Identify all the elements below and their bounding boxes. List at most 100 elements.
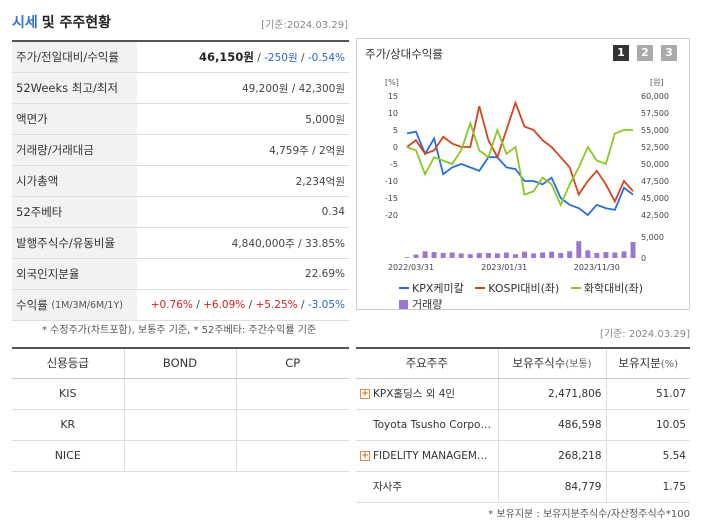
table-row: KIS xyxy=(12,378,349,410)
volume-bar xyxy=(422,251,428,258)
price-row: 외국인지분율 22.69% xyxy=(12,259,349,290)
row-value: 5,000원 xyxy=(305,113,345,126)
x-tick-label: 2023/11/30 xyxy=(574,263,620,272)
shareholder-name: Toyota Tsusho Corporation xyxy=(356,409,498,441)
volume-bar xyxy=(585,250,591,258)
credit-table: 신용등급 BOND CP KIS KR NICE xyxy=(12,347,349,472)
left-unit-label: [%] xyxy=(385,78,399,87)
row-label: 발행주식수/유동비율 xyxy=(12,228,137,258)
shares-value: 84,779 xyxy=(497,471,606,503)
x-tick-label: 2022/03/31 xyxy=(388,263,434,272)
shares-value: 2,471,806 xyxy=(497,378,606,410)
expand-icon[interactable]: + xyxy=(360,450,370,461)
price-note: * 수정주가(차트포함), 보통주 기준, * 52주베타: 주간수익률 기준 xyxy=(42,325,317,336)
legend-item: KOSPI대비(좌) xyxy=(475,280,559,296)
y-tick-label: 5 xyxy=(393,126,398,135)
series-line xyxy=(406,100,634,204)
y-tick-label: 15 xyxy=(388,92,398,101)
row-label: 액면가 xyxy=(12,104,137,134)
return-1y: -3.05% xyxy=(307,299,345,311)
row-value: +0.76% / +6.09% / +5.25% / -3.05% xyxy=(150,299,345,311)
row-value: 49,200원 / 42,300원 xyxy=(241,82,345,95)
legend-item: KPX케미칼 xyxy=(399,280,464,296)
shares-value: 486,598 xyxy=(497,409,606,441)
price-change: -250원 xyxy=(264,52,298,64)
shareholder-name: 자사주 xyxy=(356,471,498,503)
ratio-value: 51.07 xyxy=(605,378,690,410)
shareholder-name: + KPX홀딩스 외 4인 xyxy=(356,378,498,410)
price-row: 52Weeks 최고/최저 49,200원 / 42,300원 xyxy=(12,73,349,104)
volume-tick-label: 5,000 xyxy=(641,233,664,242)
shareholder-table: 주요주주 보유주식수(보통) 보유지분(%) + KPX홀딩스 외 4인 2,47… xyxy=(356,347,690,503)
y-tick-label: -20 xyxy=(385,211,398,220)
period-button-3[interactable]: 3 xyxy=(661,45,677,61)
row-label: 거래량/거래대금 xyxy=(12,135,137,165)
y2-tick-label: 55,000 xyxy=(641,126,669,135)
shares-header: 보유주식수(보통) xyxy=(497,348,606,379)
legend-item: 화학대비(좌) xyxy=(570,280,643,296)
table-row: 자사주 84,779 1.75 xyxy=(356,471,690,503)
y2-tick-label: 57,500 xyxy=(641,109,669,118)
y-tick-label: 0 xyxy=(393,143,398,152)
price-rate: -0.54% xyxy=(307,52,345,64)
title-main: 시세 xyxy=(12,15,38,31)
volume-bar xyxy=(630,242,636,258)
price-chart: [%] [원] 15 10 5 0 -5 -10 -15 -20 60,000 57,500 55,00… xyxy=(385,78,669,272)
period-button-1[interactable]: 1 xyxy=(613,45,629,61)
ratio-value: 1.75 xyxy=(605,471,690,503)
row-label: 외국인지분율 xyxy=(12,259,137,289)
volume-tick-label: 0 xyxy=(641,254,646,263)
credit-agency: NICE xyxy=(12,440,124,472)
row-value: 4,759주 / 2억원 xyxy=(269,144,345,157)
expand-icon[interactable]: + xyxy=(360,388,370,399)
volume-bar xyxy=(467,254,473,258)
volume-bar xyxy=(485,253,491,258)
volume-bar xyxy=(503,252,509,258)
period-button-2[interactable]: 2 xyxy=(637,45,653,61)
row-value: 4,840,000주 / 33.85% xyxy=(231,237,345,250)
credit-header: 신용등급 xyxy=(12,348,124,379)
price-row: 거래량/거래대금 4,759주 / 2억원 xyxy=(12,135,349,166)
return-1m: +0.76% xyxy=(150,299,193,311)
row-label: 52Weeks 최고/최저 xyxy=(12,73,137,103)
ratio-header: 보유지분(%) xyxy=(605,348,690,379)
credit-agency: KIS xyxy=(12,378,124,410)
price-row: 발행주식수/유동비율 4,840,000주 / 33.85% xyxy=(12,228,349,259)
section-title: 시세 및 주주현황 xyxy=(12,12,111,32)
row-value: 0.34 xyxy=(321,206,345,218)
ratio-value: 10.05 xyxy=(605,409,690,441)
y-tick-label: -10 xyxy=(385,177,398,186)
table-row: NICE xyxy=(12,440,349,472)
table-row: KR xyxy=(12,409,349,441)
price-row: 액면가 5,000원 xyxy=(12,104,349,135)
price-row: 주가/전일대비/수익률 46,150원 / -250원 / -0.54% xyxy=(12,42,349,73)
row-value: 22.69% xyxy=(304,268,345,280)
y2-tick-label: 47,500 xyxy=(641,177,669,186)
legend-item: 거래량 xyxy=(399,296,442,312)
return-6m: +5.25% xyxy=(255,299,298,311)
price-row: 수익률 (1M/3M/6M/1Y) +0.76% / +6.09% / +5.2… xyxy=(12,290,349,321)
row-label: 주가/전일대비/수익률 xyxy=(12,42,137,72)
y-tick-label: -5 xyxy=(390,160,398,169)
volume-bar xyxy=(476,253,482,258)
series-line xyxy=(406,120,633,208)
volume-bar xyxy=(621,251,627,258)
credit-header: CP xyxy=(235,348,349,379)
y2-tick-label: 42,500 xyxy=(641,211,669,220)
y2-tick-label: 45,000 xyxy=(641,194,669,203)
volume-bar xyxy=(404,257,410,258)
credit-header: BOND xyxy=(123,348,236,379)
shareholder-name: +FIDELITY MANAGEMENT & RESEARCH xyxy=(356,440,498,472)
title-rest: 및 주주현황 xyxy=(41,15,112,31)
price-table: 주가/전일대비/수익률 46,150원 / -250원 / -0.54% 52W… xyxy=(12,40,349,321)
volume-bar xyxy=(494,253,500,258)
volume-bar xyxy=(594,253,600,258)
y2-tick-label: 50,000 xyxy=(641,160,669,169)
ratio-value: 5.54 xyxy=(605,440,690,472)
volume-bar xyxy=(549,251,555,258)
right-unit-label: [원] xyxy=(650,78,664,87)
row-value: 46,150원 / -250원 / -0.54% xyxy=(198,50,345,64)
volume-bar xyxy=(458,253,464,258)
credit-agency: KR xyxy=(12,409,124,441)
volume-bar xyxy=(413,254,419,258)
